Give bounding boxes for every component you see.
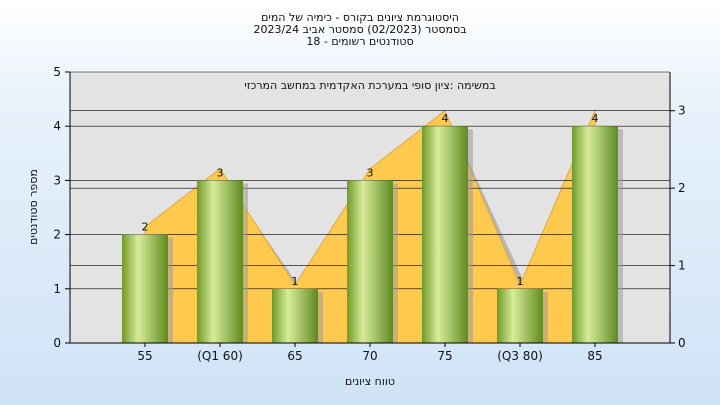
bar-value-label: 4 — [592, 112, 599, 125]
bar — [497, 288, 543, 343]
chart-subtitle: במשימה :ציון סופי במערכת האקדמית במחשב ה… — [244, 79, 495, 92]
bar-value-label: 3 — [217, 166, 224, 179]
y2-tick-label: 1 — [678, 259, 686, 273]
chart-title-line-3: סטודנטים רשומים - 18 — [306, 35, 413, 48]
y2-tick-label: 2 — [678, 181, 686, 195]
y-axis-label: מספר סטודנטים — [27, 169, 40, 245]
x-tick-label: (Q1 60) — [197, 349, 243, 363]
x-tick-label: 55 — [137, 349, 152, 363]
bar — [197, 180, 243, 343]
x-tick-label: 85 — [587, 349, 602, 363]
y-tick-label: 4 — [53, 119, 61, 133]
y-tick-label: 1 — [53, 282, 61, 296]
bar — [422, 126, 468, 343]
y-tick-label: 5 — [53, 65, 61, 79]
y2-tick-label: 3 — [678, 104, 686, 118]
y-tick-label: 0 — [53, 336, 61, 350]
bar — [272, 288, 318, 343]
chart-title-line-2: בסמסטר (02/2023) סמסטר אביב 2023/24 — [253, 23, 466, 36]
y-tick-label: 3 — [53, 173, 61, 187]
x-tick-label: (Q3 80) — [497, 349, 543, 363]
bar-value-label: 2 — [142, 221, 149, 234]
chart-title-line-1: היסטוגרמת ציונים בקורס - כימיה של המים — [261, 11, 459, 24]
x-axis-label: טווח ציונים — [345, 375, 395, 388]
x-tick-label: 65 — [287, 349, 302, 363]
bar-value-label: 1 — [292, 275, 299, 288]
bar — [347, 180, 393, 343]
x-tick-label: 75 — [437, 349, 452, 363]
x-tick-label: 70 — [362, 349, 377, 363]
bar — [572, 126, 618, 343]
bar-value-label: 3 — [367, 166, 374, 179]
bar-value-label: 1 — [517, 275, 524, 288]
y2-tick-label: 0 — [678, 336, 686, 350]
bar-value-label: 4 — [442, 112, 449, 125]
bar — [122, 234, 168, 343]
y-tick-label: 2 — [53, 228, 61, 242]
